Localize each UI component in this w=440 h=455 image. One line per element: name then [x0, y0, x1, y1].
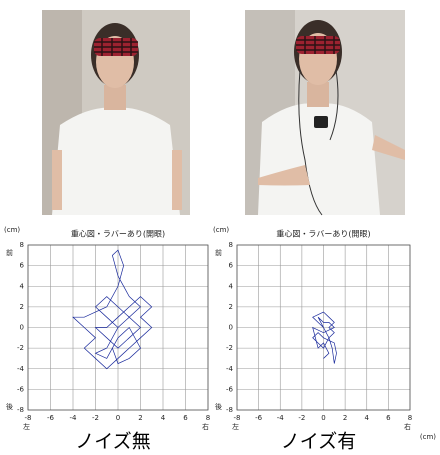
y-tick-label: 2: [229, 303, 233, 311]
x-tick-label: 4: [161, 414, 166, 422]
y-tick-label: -2: [226, 344, 233, 352]
y-tick-label: -2: [17, 344, 24, 352]
y-tick-label: 4: [20, 282, 25, 290]
caption: ノイズ有: [281, 431, 356, 453]
front-label: 前: [6, 248, 13, 257]
photo-right: [245, 10, 405, 215]
y-tick-label: 6: [20, 262, 25, 270]
page: 重心図・ラバーあり(開眼)(cm)86420-2-4-6-8-8-6-4-202…: [0, 0, 440, 455]
y-tick-label: -4: [17, 365, 25, 373]
caption: ノイズ無: [75, 431, 150, 453]
x-tick-label: -8: [25, 414, 32, 422]
chart-title: 重心図・ラバーあり(開眼): [276, 229, 370, 239]
right-label: 右: [404, 422, 411, 431]
x-tick-label: 0: [321, 414, 325, 422]
y-tick-label: -6: [226, 385, 234, 393]
x-tick-label: 8: [408, 414, 412, 422]
x-unit: (cm): [420, 433, 436, 441]
sway-trace: [73, 250, 152, 369]
back-label: 後: [6, 402, 13, 411]
y-tick-label: 0: [20, 324, 24, 332]
y-unit: (cm): [4, 226, 20, 234]
x-tick-label: 6: [386, 414, 391, 422]
x-tick-label: -2: [92, 414, 99, 422]
y-tick-label: 2: [20, 303, 24, 311]
y-unit: (cm): [213, 226, 229, 234]
x-tick-label: 0: [116, 414, 120, 422]
x-tick-label: -4: [277, 414, 285, 422]
x-tick-label: -4: [70, 414, 78, 422]
chart-title: 重心図・ラバーあり(開眼): [71, 229, 165, 239]
x-tick-label: 8: [206, 414, 210, 422]
sway-trace: [313, 312, 337, 364]
y-tick-label: 4: [229, 282, 234, 290]
x-tick-label: -6: [255, 414, 263, 422]
left-label: 左: [23, 422, 30, 431]
x-tick-label: 2: [343, 414, 347, 422]
y-tick-label: 8: [20, 241, 24, 249]
y-tick-label: 8: [229, 241, 233, 249]
y-tick-label: -8: [17, 406, 24, 414]
y-tick-label: -4: [226, 365, 234, 373]
x-tick-label: -2: [298, 414, 305, 422]
right-label: 右: [202, 422, 209, 431]
y-tick-label: -8: [226, 406, 233, 414]
back-label: 後: [215, 402, 222, 411]
x-tick-label: 4: [365, 414, 370, 422]
front-label: 前: [215, 248, 222, 257]
x-tick-label: -8: [234, 414, 241, 422]
x-tick-label: 2: [138, 414, 142, 422]
y-tick-label: -6: [17, 385, 25, 393]
left-label: 左: [232, 422, 239, 431]
x-tick-label: -6: [47, 414, 55, 422]
x-tick-label: 6: [183, 414, 188, 422]
y-tick-label: 6: [229, 262, 234, 270]
y-tick-label: 0: [229, 324, 233, 332]
photo-left: [42, 10, 190, 215]
